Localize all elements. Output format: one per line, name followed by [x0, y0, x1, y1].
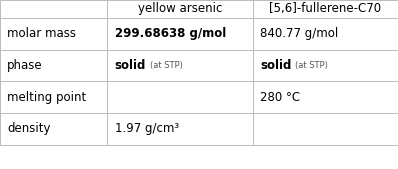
Text: melting point: melting point — [7, 91, 86, 104]
Text: 280 °C: 280 °C — [260, 91, 300, 104]
Text: yellow arsenic: yellow arsenic — [138, 2, 222, 15]
Text: molar mass: molar mass — [7, 27, 76, 40]
Bar — [0, 0, 398, 145]
Text: density: density — [7, 123, 51, 135]
Text: 1.97 g/cm³: 1.97 g/cm³ — [115, 123, 179, 135]
Text: (at STP): (at STP) — [150, 61, 183, 70]
Text: phase: phase — [7, 59, 43, 72]
Text: 299.68638 g/mol: 299.68638 g/mol — [115, 27, 226, 40]
Text: 840.77 g/mol: 840.77 g/mol — [260, 27, 338, 40]
Text: [5,6]-fullerene-C70: [5,6]-fullerene-C70 — [269, 2, 381, 15]
Text: solid: solid — [260, 59, 291, 72]
Text: (at STP): (at STP) — [295, 61, 328, 70]
Text: solid: solid — [115, 59, 146, 72]
